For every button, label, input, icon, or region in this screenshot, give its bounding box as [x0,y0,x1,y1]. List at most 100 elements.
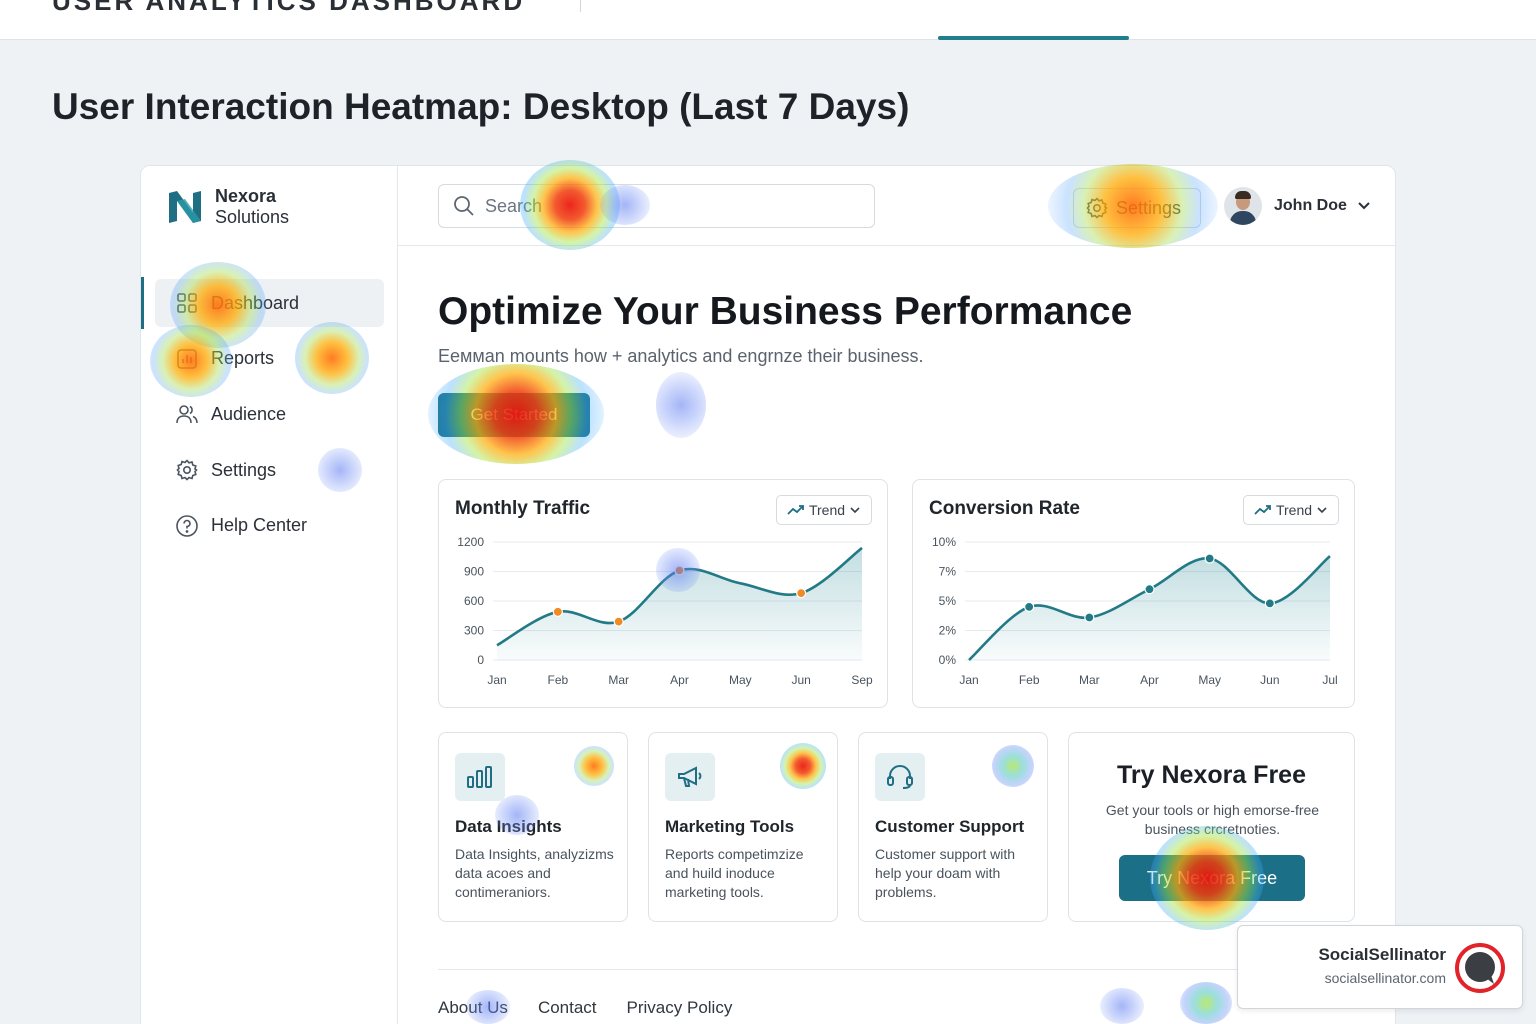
top-strip: USER ANALYTICS DASHBOARD [0,0,1536,40]
x-tick-label: Jul [1322,673,1337,687]
data-point[interactable] [796,588,807,599]
data-point[interactable] [552,606,563,617]
promo-description: Get your tools or high emorse-free busin… [1105,802,1320,837]
search-input[interactable]: Search [438,184,875,228]
trend-icon [1254,505,1271,515]
trend-dropdown[interactable]: Trend [776,495,872,525]
x-tick-label: Apr [1140,673,1159,687]
footer-link-about[interactable]: About Us [438,998,508,1017]
bar-chart-icon [455,753,505,801]
feature-title: Marketing Tools [665,817,795,836]
promo-title: Try Nexora Free [1117,761,1306,789]
user-name: John Doe [1274,197,1347,214]
x-tick-label: Feb [1019,673,1040,687]
data-point[interactable] [674,565,685,576]
top-divider [580,0,581,12]
avatar [1224,187,1262,225]
logo[interactable]: Nexora Solutions [165,186,289,228]
x-tick-label: May [729,673,752,687]
footer-link-contact[interactable]: Contact [537,998,597,1017]
y-tick-label: 0% [939,653,957,667]
bar-chart-icon [175,347,199,371]
speech-bubble-logo-icon [1455,943,1505,993]
data-point[interactable] [1204,553,1215,564]
feature-card-marketing-tools[interactable]: Marketing Tools Reports competimzize and… [648,732,838,922]
sidebar-item-dashboard[interactable]: Dashboard [141,277,384,329]
socialsellinator-badge[interactable]: SocialSellinator socialsellinator.com [1237,925,1523,1009]
grid-icon [175,291,199,315]
sidebar-item-label: Dashboard [211,292,300,313]
y-tick-label: 600 [464,594,484,608]
data-point[interactable] [1264,598,1275,609]
footer-link-privacy[interactable]: Privacy Policy [626,998,733,1017]
x-tick-label: May [1198,673,1221,687]
sidebar-item-label: Settings [211,459,277,480]
data-point[interactable] [613,616,624,627]
chart-title: Conversion Rate [929,498,1080,519]
trend-label: Trend [1275,502,1313,518]
hero-title: Optimize Your Business Performance [438,290,1133,333]
y-tick-label: 0 [477,653,484,667]
try-free-button[interactable]: Try Nexora Free [1119,855,1305,901]
data-point[interactable] [1024,601,1035,613]
feature-description: Data Insights, analyzizms data acoes and… [455,846,614,900]
feature-card-data-insights[interactable]: Data Insights Data Insights, analyzizms … [438,732,628,922]
x-tick-label: Feb [547,673,568,687]
sidebar-item-reports[interactable]: Reports [155,335,384,383]
brand-line1: Nexora [215,186,277,206]
badge-name: SocialSellinator [1318,945,1446,964]
x-tick-label: Jan [959,673,978,687]
feature-description: Reports competimzize and huild inoduce m… [665,846,804,900]
chevron-down-icon [850,507,860,514]
sidebar-item-settings[interactable]: Settings [155,446,384,494]
y-tick-label: 10% [932,535,956,549]
page-title: User Interaction Heatmap: Desktop (Last … [52,86,910,127]
sidebar: Nexora Solutions Dashboard Reports [141,166,398,1024]
chevron-down-icon [1358,202,1370,210]
settings-button[interactable]: Settings [1073,188,1201,228]
feature-title: Data Insights [455,817,562,836]
data-point[interactable] [1144,584,1155,595]
help-icon [175,514,199,538]
active-tab-indicator[interactable] [938,36,1129,40]
feature-description: Customer support with help your doam wit… [875,846,1016,900]
x-tick-label: Sep [851,673,873,687]
settings-label: Settings [1116,197,1182,218]
sidebar-item-audience[interactable]: Audience [155,390,384,438]
sidebar-item-label: Reports [211,348,275,369]
x-tick-label: Jun [791,673,810,687]
y-tick-label: 300 [464,624,484,638]
headset-icon [875,753,925,801]
promo-card: Try Nexora Free Get your tools or high e… [1068,732,1355,922]
sidebar-item-help-center[interactable]: Help Center [155,502,384,550]
y-tick-label: 7% [939,565,957,579]
megaphone-icon [665,753,715,801]
y-tick-label: 900 [464,565,484,579]
data-point[interactable] [1084,612,1095,623]
feature-title: Customer Support [875,817,1025,836]
trend-dropdown[interactable]: Trend [1243,495,1339,525]
badge-url: socialsellinator.com [1324,970,1446,986]
monthly-traffic-card: Monthly Traffic Trend 1200 900 600 300 0 Jan F… [438,479,888,708]
nexora-logo-icon [169,191,201,223]
footer-divider [438,969,1358,970]
search-icon [454,196,474,216]
feature-card-customer-support[interactable]: Customer Support Customer support with h… [858,732,1048,922]
x-tick-label: Jan [487,673,506,687]
user-menu[interactable]: John Doe [1224,186,1371,226]
y-tick-label: 2% [939,624,957,638]
trend-label: Trend [808,502,846,518]
brand-line2: Solutions [215,207,290,227]
hero-subtitle: Eeммan mounts how + analytics and engrnz… [438,346,924,366]
conversion-rate-chart: 10% 7% 5% 2% 0%Jan Feb Mar Apr May Jun Jul [932,535,1338,687]
sidebar-nav: Dashboard Reports Audience Settings [141,277,398,557]
footer-links: About Us Contact Privacy Policy [438,998,762,1018]
app-header: Search Settings John Doe [398,166,1395,246]
sidebar-item-label: Audience [211,403,287,424]
trend-icon [787,505,804,515]
brand-name: Nexora Solutions [215,186,289,228]
gear-icon [175,458,199,482]
gear-icon [1086,197,1108,219]
get-started-button[interactable]: Get Started [438,393,590,437]
